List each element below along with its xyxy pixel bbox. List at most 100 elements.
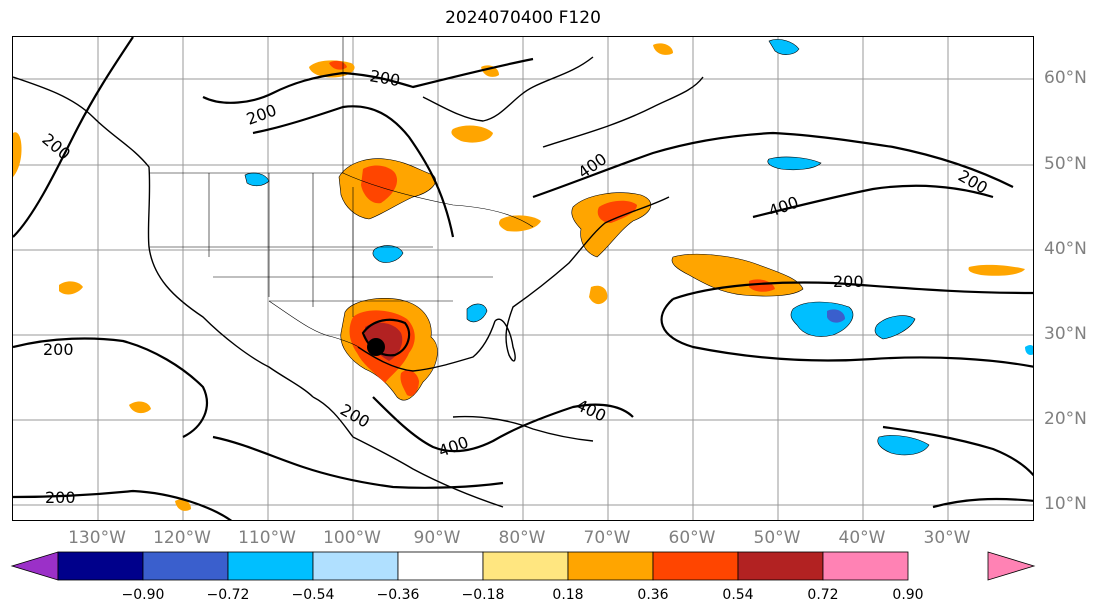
contour-label: 400 xyxy=(574,149,610,182)
pacific-warm-patch xyxy=(13,132,22,177)
labrador-cool-patch xyxy=(767,156,822,171)
colorbar-swatch xyxy=(567,551,654,581)
lon-label: 80°W xyxy=(498,528,546,548)
lon-label: 40°W xyxy=(838,528,886,548)
contour-gulf-400 xyxy=(372,396,634,453)
storm-center-marker xyxy=(367,338,385,356)
atlantic-warm-patch xyxy=(671,253,804,297)
contour-southwest-200 xyxy=(13,489,233,520)
lon-label: 110°W xyxy=(238,528,296,548)
lon-label: 120°W xyxy=(153,528,211,548)
arctic-warm-patch-2 xyxy=(653,43,673,55)
colorbar-swatch xyxy=(227,551,314,581)
tropical-cool-patch xyxy=(877,435,930,456)
canada-east-coast-line xyxy=(542,76,704,148)
gulf-core-patch xyxy=(365,322,403,361)
pacific-warm-patch-3 xyxy=(129,401,151,414)
contour-label: 200 xyxy=(833,272,864,291)
lat-label: 60°N xyxy=(1044,68,1087,88)
lon-label: 100°W xyxy=(323,528,381,548)
map-title: 2024070400 F120 xyxy=(445,8,601,28)
lat-label: 50°N xyxy=(1044,154,1087,174)
graticule xyxy=(13,37,1033,520)
contours xyxy=(13,37,1033,520)
lat-label: 10°N xyxy=(1044,494,1087,514)
pacific-warm-patch-2 xyxy=(59,281,83,295)
contour-subtropical-200 xyxy=(672,281,1033,301)
colorbar-triangle-left xyxy=(10,551,59,581)
colorbar-swatch xyxy=(57,551,144,581)
coastlines xyxy=(13,56,704,508)
canada-hot-patch xyxy=(329,60,347,70)
mexico-coast-line xyxy=(312,396,504,508)
florida-cool-patch xyxy=(466,303,488,323)
map-canvas: 200 200 200 200 200 200 400 400 400 200 … xyxy=(13,37,1033,520)
state-lines-vertical xyxy=(208,173,354,317)
gulf-south-patch xyxy=(400,370,419,397)
lon-label: 130°W xyxy=(68,528,126,548)
state-borders xyxy=(149,37,534,348)
colorbar-swatch xyxy=(822,551,909,581)
contour-label: 400 xyxy=(573,395,609,425)
contour-label: 200 xyxy=(43,340,74,359)
east-edge-cool-patch xyxy=(1025,345,1033,355)
contour-tropical-southeast-200 xyxy=(932,497,1033,509)
contour-label: 200 xyxy=(955,166,991,198)
colorbar-tick-label: −0.36 xyxy=(376,587,420,603)
colorbar-swatch xyxy=(397,551,484,581)
pacific-warm-patch-4 xyxy=(175,499,191,511)
contour-label: 200 xyxy=(337,400,373,432)
midwest-cool-patch xyxy=(372,245,404,263)
lakes-warm-patch xyxy=(499,215,541,232)
lon-label: 70°W xyxy=(583,528,631,548)
contour-label: 200 xyxy=(38,130,74,164)
contour-label: 200 xyxy=(45,488,76,507)
hudson-warm-patch xyxy=(451,125,493,143)
us-canada-border-east xyxy=(342,172,534,228)
contour-label: 200 xyxy=(368,66,401,90)
colorbar xyxy=(10,551,1036,581)
lon-label: 90°W xyxy=(413,528,461,548)
lon-label: 30°W xyxy=(923,528,971,548)
colorbar-tick-label: 0.18 xyxy=(552,587,584,603)
colorbar-swatch xyxy=(482,551,569,581)
colorbar-swatch xyxy=(737,551,824,581)
contour-labels: 200 200 200 200 200 200 400 400 400 200 … xyxy=(38,66,991,507)
state-lines-horizontal xyxy=(149,246,493,302)
gulf-coast-line xyxy=(357,320,496,372)
carolina-warm-patch xyxy=(589,285,608,305)
colorbar-tick-label: 0.54 xyxy=(722,587,754,603)
contour-trough-200 xyxy=(252,105,455,238)
contour-tropical-east xyxy=(882,425,1033,477)
hudson-bay-line xyxy=(422,56,594,122)
lat-label: 20°N xyxy=(1044,409,1087,429)
contour-label: 400 xyxy=(766,192,801,220)
lon-label: 50°W xyxy=(753,528,801,548)
contour-label: 200 xyxy=(244,100,279,128)
colorbar-triangle-right xyxy=(987,551,1036,581)
contour-north-atlantic-400 xyxy=(532,131,1014,199)
contour-label: 400 xyxy=(436,432,471,460)
greenland-cool-patch xyxy=(768,39,800,55)
colorbar-tick-label: −0.18 xyxy=(461,587,505,603)
contour-pacific-south-200 xyxy=(13,337,208,438)
colorbar-tick-label: −0.72 xyxy=(206,587,250,603)
northeast-hot-patch xyxy=(597,200,637,223)
lon-label: 60°W xyxy=(668,528,716,548)
colorbar-segments xyxy=(10,551,1036,581)
colorbar-tick-label: 0.72 xyxy=(807,587,839,603)
shaded-anomalies xyxy=(13,39,1033,511)
plains-hot-patch xyxy=(361,165,398,204)
colorbar-tick-label: −0.54 xyxy=(291,587,335,603)
colorbar-swatch xyxy=(652,551,739,581)
contour-central-america-200 xyxy=(212,435,504,489)
colorbar-swatch xyxy=(142,551,229,581)
colorbar-swatch xyxy=(312,551,399,581)
contour-subtropical-lower-200 xyxy=(660,298,1033,368)
contour-mid-atlantic-400 xyxy=(752,184,994,219)
cuba-line xyxy=(452,415,594,442)
colorbar-tick-label: 0.90 xyxy=(892,587,924,603)
atlantic-colder-patch xyxy=(827,309,845,323)
lat-label: 30°N xyxy=(1044,324,1087,344)
us-canada-border xyxy=(149,37,344,174)
